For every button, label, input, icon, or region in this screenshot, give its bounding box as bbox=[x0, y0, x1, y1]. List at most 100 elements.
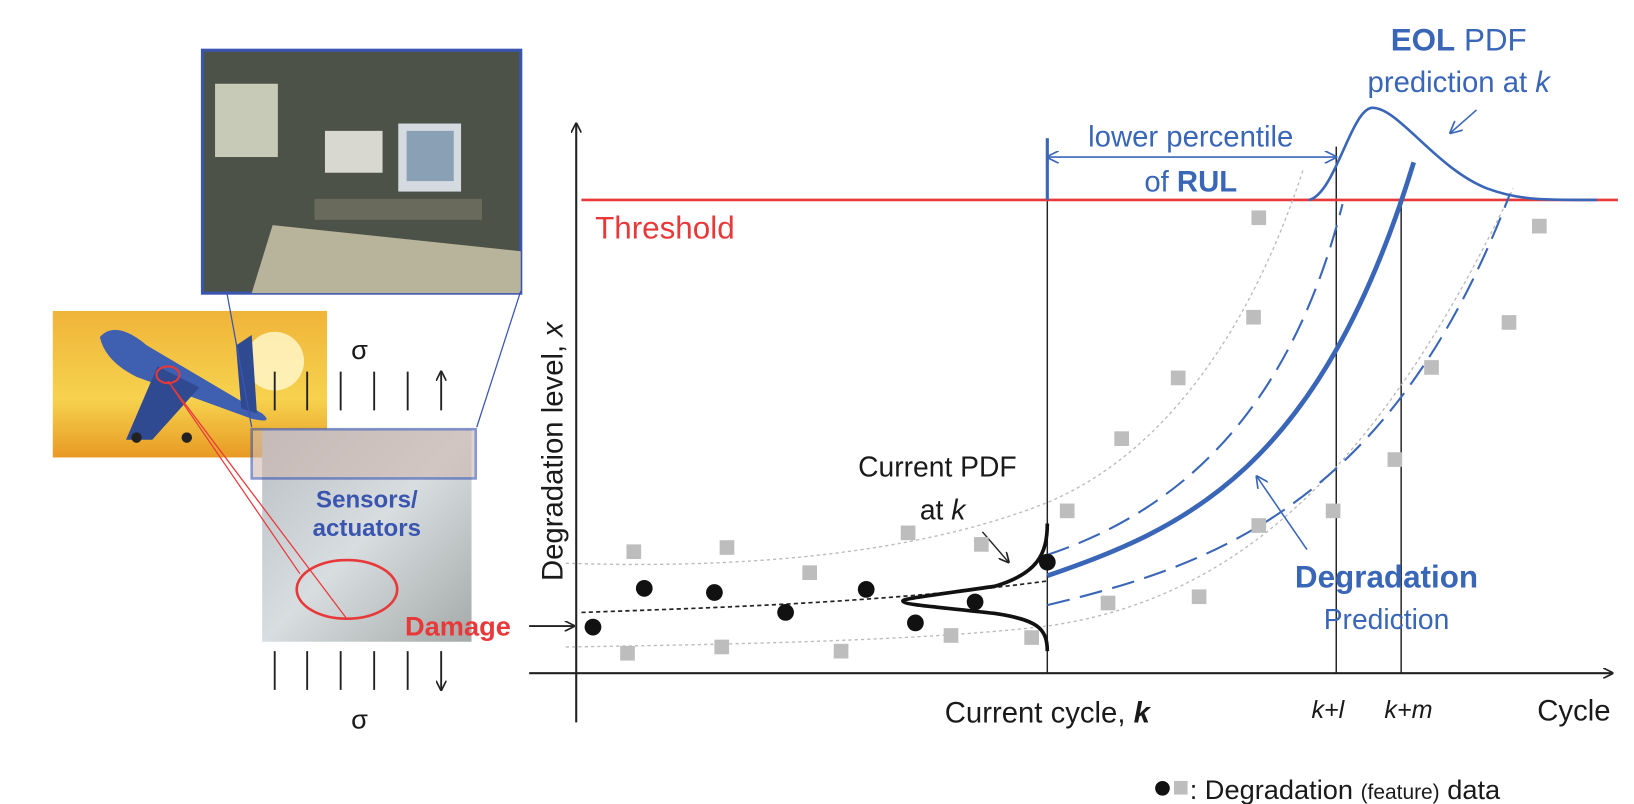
airplane-photo bbox=[99, 329, 267, 421]
x-axis-label: Cycle bbox=[1537, 694, 1610, 727]
black-points bbox=[1038, 553, 1056, 571]
degradation-prediction bbox=[1450, 109, 1478, 133]
plate-photo bbox=[167, 380, 347, 619]
degradation-prediction bbox=[1257, 476, 1308, 551]
sensors-label: actuators bbox=[313, 515, 421, 542]
airplane-photo bbox=[245, 331, 305, 391]
black-points bbox=[966, 593, 984, 611]
lab-photo bbox=[200, 48, 523, 295]
degradation-label: Prediction bbox=[1324, 603, 1450, 635]
gray-points bbox=[974, 537, 989, 552]
plate-photo bbox=[167, 380, 301, 575]
eol-label: prediction at k bbox=[1368, 66, 1552, 99]
y-axis-var: x bbox=[537, 321, 570, 339]
gray-points bbox=[1170, 370, 1186, 386]
black-points bbox=[907, 614, 924, 632]
current-cycle-var: k bbox=[1134, 696, 1152, 729]
stress-arrows bbox=[273, 372, 441, 690]
degradation-prediction bbox=[1046, 203, 1344, 556]
gray-points bbox=[1424, 360, 1439, 375]
k-plus-m-label: k+m bbox=[1384, 696, 1432, 724]
current-pdf bbox=[901, 523, 1050, 652]
gray-points bbox=[1532, 218, 1547, 234]
rul-label: of RUL bbox=[1144, 166, 1237, 199]
legend-label: : Degradation bbox=[1190, 774, 1361, 804]
airplane-photo bbox=[235, 335, 257, 414]
stress-arrows bbox=[273, 651, 441, 690]
degradation-prediction bbox=[1045, 106, 1597, 607]
black-points bbox=[584, 618, 602, 636]
threshold-label: Threshold bbox=[595, 211, 735, 246]
gray-points bbox=[1191, 589, 1207, 605]
legend-gray-point bbox=[1173, 780, 1188, 795]
legend-black-point bbox=[1155, 780, 1170, 796]
current-cycle-label: Current cycle, bbox=[945, 696, 1134, 729]
degradation-prediction bbox=[1308, 106, 1597, 202]
gray-points bbox=[620, 210, 1547, 661]
degradation-prediction bbox=[1047, 193, 1512, 607]
zoom-line bbox=[225, 290, 253, 428]
plate-photo bbox=[250, 427, 478, 480]
current-trend bbox=[581, 580, 1048, 614]
airplane-photo bbox=[52, 310, 328, 458]
gray-points bbox=[620, 645, 635, 661]
eol-label: EOL bbox=[1391, 22, 1456, 57]
k-plus-l-label: k+l bbox=[1311, 696, 1345, 724]
legend-label: data bbox=[1440, 774, 1501, 804]
confidence-band bbox=[565, 188, 1514, 648]
black-points bbox=[777, 604, 794, 621]
pdf-pointer bbox=[981, 531, 1008, 562]
lab-photo bbox=[215, 83, 278, 158]
airplane-photo bbox=[181, 432, 193, 443]
current-pdf-label: at bbox=[920, 493, 951, 525]
gray-points bbox=[1251, 210, 1267, 226]
lab-photo bbox=[251, 225, 521, 294]
plate-photo bbox=[167, 380, 478, 642]
rul-label: of bbox=[1144, 166, 1177, 199]
current-pdf-var: k bbox=[951, 493, 967, 525]
legend-label: : Degradation (feature) data bbox=[1190, 774, 1501, 804]
gray-points bbox=[714, 639, 730, 655]
y-axis-label: Degradation level, bbox=[537, 337, 570, 581]
black-points bbox=[857, 581, 875, 598]
current-cycle-label: Current cycle, k bbox=[945, 696, 1152, 729]
confidence-band bbox=[565, 167, 1305, 566]
current-pdf-label: Current PDF bbox=[858, 450, 1017, 482]
stress-arrows bbox=[273, 372, 441, 411]
eol-var: k bbox=[1535, 66, 1551, 99]
gray-points bbox=[900, 525, 916, 541]
degradation-label: Degradation bbox=[1295, 559, 1478, 594]
gray-points bbox=[1387, 452, 1403, 467]
current-pdf-label: at k bbox=[920, 493, 967, 525]
zoom-line bbox=[476, 290, 522, 428]
airplane-photo bbox=[155, 365, 181, 385]
gray-points bbox=[833, 643, 849, 659]
eol-label: EOL PDF bbox=[1391, 22, 1527, 57]
gray-points bbox=[1114, 431, 1129, 446]
sensors-label: Sensors/ bbox=[316, 487, 418, 514]
gray-points bbox=[1251, 518, 1267, 533]
rul-label: RUL bbox=[1177, 166, 1237, 199]
lab-photo bbox=[314, 198, 482, 220]
gray-points bbox=[1325, 503, 1341, 519]
cycle-markers bbox=[1046, 146, 1402, 674]
gray-points bbox=[1100, 595, 1116, 611]
damage-label: Damage bbox=[405, 610, 511, 641]
lab-photo bbox=[406, 130, 454, 182]
eol-label: prediction at bbox=[1368, 66, 1536, 99]
gray-points bbox=[1246, 309, 1261, 325]
legend-label: (feature) bbox=[1361, 781, 1440, 804]
degradation-prediction bbox=[1046, 161, 1416, 579]
sigma-label: σ bbox=[351, 704, 368, 735]
gray-points bbox=[1501, 315, 1517, 330]
black-points bbox=[635, 579, 653, 597]
black-points bbox=[706, 584, 723, 601]
rul-label: lower percentile bbox=[1088, 121, 1293, 154]
gray-points bbox=[802, 565, 817, 580]
y-axis-label: Degradation level, x bbox=[537, 321, 570, 581]
gray-points bbox=[1059, 503, 1075, 519]
sigma-label: σ bbox=[351, 334, 368, 365]
gray-points bbox=[943, 628, 959, 643]
